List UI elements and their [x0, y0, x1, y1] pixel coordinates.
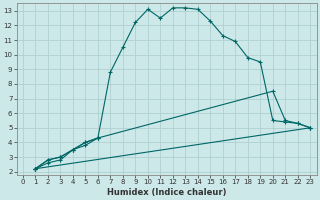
X-axis label: Humidex (Indice chaleur): Humidex (Indice chaleur): [107, 188, 226, 197]
